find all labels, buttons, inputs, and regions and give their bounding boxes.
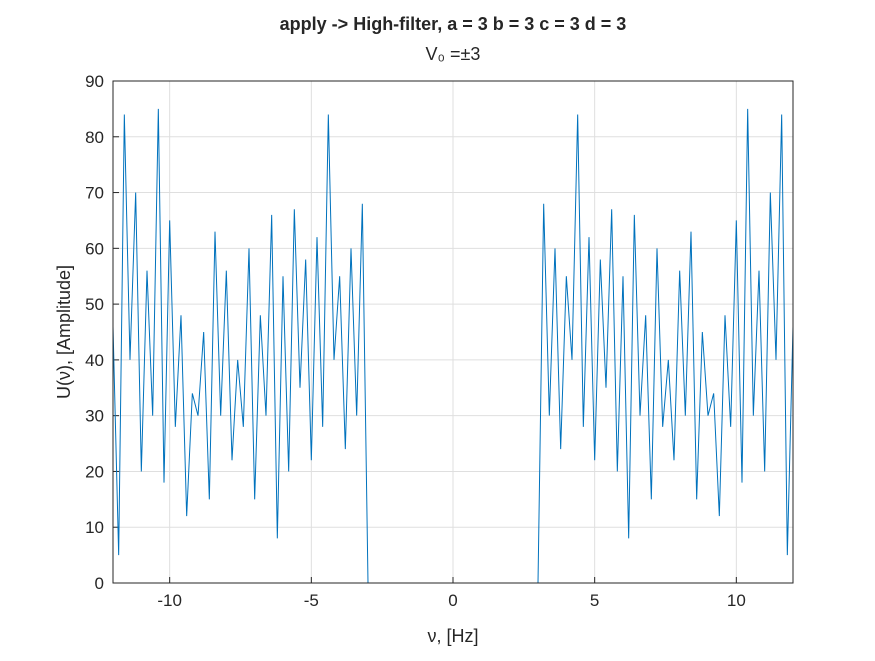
y-tick-label: 60 — [85, 239, 104, 258]
x-axis-label: ν, [Hz] — [427, 626, 478, 646]
y-tick-label: 50 — [85, 295, 104, 314]
chart-title: apply -> High-filter, a = 3 b = 3 c = 3 … — [280, 14, 627, 34]
y-tick-label: 70 — [85, 184, 104, 203]
axes-box — [112, 80, 794, 584]
y-tick-label: 20 — [85, 462, 104, 481]
y-tick-label: 0 — [95, 574, 104, 593]
y-tick-label: 10 — [85, 518, 104, 537]
chart-subtitle: V₀ =±3 — [426, 44, 481, 64]
x-tick-label: 5 — [590, 591, 599, 610]
y-tick-label: 80 — [85, 128, 104, 147]
y-tick-label: 40 — [85, 351, 104, 370]
y-axis-label: U(ν), [Amplitude] — [54, 265, 74, 399]
y-tick-label: 90 — [85, 72, 104, 91]
x-tick-label: 10 — [727, 591, 746, 610]
x-tick-label: -5 — [304, 591, 319, 610]
y-tick-label: 30 — [85, 407, 104, 426]
x-tick-label: 0 — [448, 591, 457, 610]
x-tick-label: -10 — [157, 591, 182, 610]
